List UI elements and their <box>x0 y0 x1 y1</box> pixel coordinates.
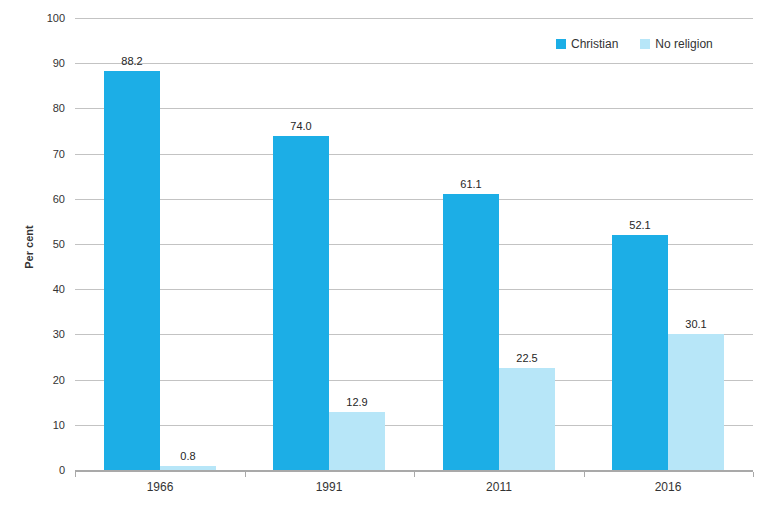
bar-christian-1991 <box>273 136 329 470</box>
plot-area: 0 10 20 30 40 50 60 70 80 90 100 88.2 0.8 1966 74.0 12.… <box>0 0 780 520</box>
y-tick-label-40: 40 <box>23 282 65 296</box>
bar-no-religion-2016 <box>668 334 724 470</box>
x-category-label-2016: 2016 <box>628 480 708 495</box>
gridline-80 <box>75 108 753 109</box>
x-axis-tick-3 <box>584 472 585 477</box>
bar-no-religion-2011 <box>499 368 555 470</box>
data-label-christian-1966: 88.2 <box>102 54 162 68</box>
data-label-christian-2016: 52.1 <box>610 218 670 232</box>
x-category-label-1991: 1991 <box>289 480 369 495</box>
bar-no-religion-1991 <box>329 412 385 470</box>
gridline-60 <box>75 199 753 200</box>
y-tick-label-70: 70 <box>23 147 65 161</box>
bar-no-religion-1966 <box>160 466 216 470</box>
x-axis-tick-4 <box>753 472 754 477</box>
y-tick-label-10: 10 <box>23 418 65 432</box>
y-tick-label-50: 50 <box>23 237 65 251</box>
data-label-christian-1991: 74.0 <box>271 119 331 133</box>
x-axis-tick-0 <box>75 472 76 477</box>
legend-label-christian: Christian <box>571 37 618 51</box>
data-label-no-religion-2016: 30.1 <box>666 317 726 331</box>
x-category-label-2011: 2011 <box>459 480 539 495</box>
y-tick-label-20: 20 <box>23 373 65 387</box>
y-tick-label-90: 90 <box>23 56 65 70</box>
gridline-70 <box>75 154 753 155</box>
data-label-christian-2011: 61.1 <box>441 177 501 191</box>
x-axis-tick-2 <box>414 472 415 477</box>
y-tick-label-30: 30 <box>23 327 65 341</box>
legend-swatch-christian <box>556 39 566 49</box>
y-tick-label-60: 60 <box>23 192 65 206</box>
legend-item-no-religion: No religion <box>640 37 712 51</box>
data-label-no-religion-1991: 12.9 <box>327 395 387 409</box>
gridline-100 <box>75 18 753 19</box>
x-axis-tick-1 <box>245 472 246 477</box>
bar-christian-1966 <box>104 71 160 470</box>
bar-christian-2011 <box>443 194 499 470</box>
y-tick-label-80: 80 <box>23 101 65 115</box>
gridline-90 <box>75 63 753 64</box>
legend-item-christian: Christian <box>556 37 618 51</box>
y-tick-label-0: 0 <box>23 463 65 477</box>
legend: Christian No religion <box>556 37 713 51</box>
legend-label-no-religion: No religion <box>655 37 712 51</box>
data-label-no-religion-1966: 0.8 <box>158 449 218 463</box>
legend-swatch-no-religion <box>640 39 650 49</box>
bar-chart: Per cent 010203040506070809010088.20.819… <box>0 0 780 520</box>
data-label-no-religion-2011: 22.5 <box>497 351 557 365</box>
y-tick-label-100: 100 <box>23 11 65 25</box>
x-category-label-1966: 1966 <box>120 480 200 495</box>
bar-christian-2016 <box>612 235 668 470</box>
